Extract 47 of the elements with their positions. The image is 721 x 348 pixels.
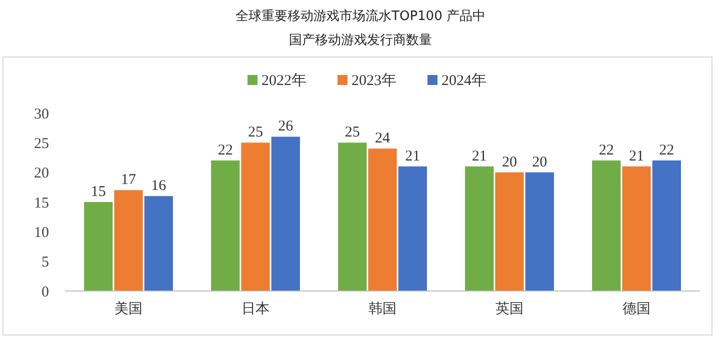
data-label: 20 — [532, 154, 548, 170]
y-tick-label: 0 — [42, 284, 49, 300]
bar — [525, 172, 554, 291]
bar — [144, 196, 173, 291]
bar — [465, 166, 494, 291]
bar — [84, 202, 113, 291]
bar — [592, 160, 621, 291]
x-tick-label: 日本 — [242, 301, 270, 317]
data-label: 22 — [218, 142, 233, 158]
chart-subtitle: 国产移动游戏发行商数量 — [289, 33, 432, 48]
x-tick-label: 美国 — [114, 301, 142, 317]
data-label: 25 — [344, 124, 360, 141]
data-label: 21 — [472, 148, 487, 164]
data-label: 22 — [659, 142, 674, 158]
bar — [338, 142, 367, 291]
legend-label: 2022年 — [262, 72, 306, 89]
bar — [241, 142, 270, 291]
data-label: 17 — [121, 172, 136, 188]
y-tick-label: 5 — [42, 254, 49, 271]
bar — [368, 148, 397, 291]
x-tick-label: 韩国 — [368, 301, 396, 317]
x-tick-label: 德国 — [622, 301, 650, 317]
y-tick-label: 25 — [34, 136, 49, 152]
y-tick-label: 20 — [34, 166, 49, 182]
y-tick-label: 30 — [34, 106, 49, 122]
bar — [114, 190, 143, 291]
data-label: 15 — [90, 184, 106, 200]
x-tick-label: 英国 — [496, 301, 524, 317]
data-label: 20 — [502, 154, 517, 170]
bar — [211, 160, 240, 291]
bar — [398, 166, 427, 291]
data-label: 21 — [405, 148, 420, 164]
y-tick-label: 10 — [34, 224, 49, 241]
legend-label: 2023年 — [352, 72, 396, 89]
bar — [495, 172, 524, 291]
data-label: 21 — [629, 148, 644, 164]
bar — [622, 166, 651, 291]
bar — [652, 160, 681, 291]
data-label: 25 — [248, 124, 263, 141]
chart-title: 全球重要移动游戏市场流水TOP100 产品中 — [236, 8, 486, 24]
data-label: 16 — [151, 178, 167, 194]
data-label: 24 — [375, 130, 390, 147]
y-tick-label: 15 — [34, 195, 49, 212]
legend-label: 2024年 — [442, 72, 486, 89]
data-label: 22 — [598, 142, 614, 158]
data-label: 26 — [278, 118, 294, 135]
bar — [271, 136, 300, 291]
